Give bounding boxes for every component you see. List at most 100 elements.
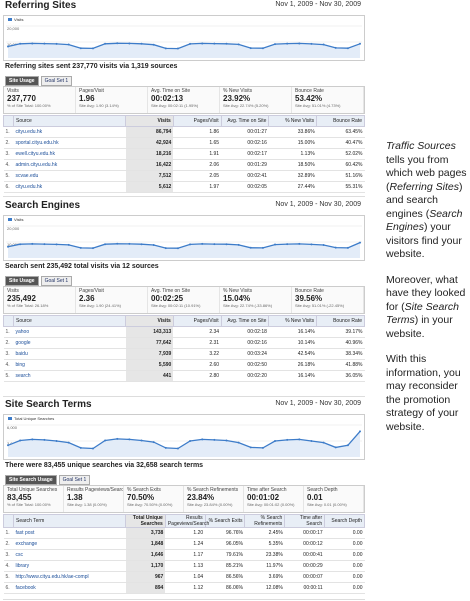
cell[interactable]: ewell.cityu.edu.hk bbox=[13, 148, 126, 160]
header-cell bbox=[3, 115, 14, 127]
cell: 1.13% bbox=[268, 148, 317, 160]
cell[interactable]: csc bbox=[13, 549, 126, 561]
cell[interactable]: cityu.edu.hk bbox=[13, 181, 126, 193]
cell: 16,422 bbox=[125, 159, 174, 171]
date-range[interactable]: Nov 1, 2009 - Nov 30, 2009 bbox=[275, 400, 361, 407]
point bbox=[140, 243, 143, 246]
cell: 86.06% bbox=[205, 582, 245, 594]
area bbox=[8, 431, 360, 457]
cell: 23.38% bbox=[244, 549, 285, 561]
cell: 16.14% bbox=[268, 326, 317, 338]
tab[interactable]: Goal Set 1 bbox=[40, 76, 73, 86]
cell: 1.91 bbox=[173, 148, 222, 160]
point bbox=[346, 47, 349, 50]
header-cell: % New Visits bbox=[268, 315, 318, 327]
header-cell: Pages/Visit bbox=[172, 115, 222, 127]
cell[interactable]: library bbox=[13, 560, 126, 572]
cell[interactable]: search bbox=[13, 370, 126, 382]
point bbox=[213, 42, 216, 45]
row-number: 4. bbox=[3, 159, 14, 171]
legend-swatch bbox=[8, 218, 12, 221]
text-run: Site Search Terms bbox=[386, 300, 459, 327]
cell: 96.76% bbox=[205, 527, 245, 539]
cell[interactable]: google bbox=[13, 337, 126, 349]
cell: 42.54% bbox=[268, 348, 317, 360]
cell[interactable]: cityu.edu.hk bbox=[13, 126, 126, 138]
point bbox=[249, 446, 252, 449]
point bbox=[91, 247, 94, 250]
cell[interactable]: facebook bbox=[13, 582, 126, 594]
cell: 3.69% bbox=[244, 571, 285, 583]
header-cell: Bounce Rate bbox=[316, 315, 365, 327]
table-row: 1. fast post 3,738 1.20 96.76% 2.45% 00:00:17 0… bbox=[3, 527, 365, 539]
cell: 79.61% bbox=[205, 549, 245, 561]
metric-label: Results Pageviews/Search bbox=[67, 487, 124, 493]
cell: 32.89% bbox=[268, 170, 317, 182]
point bbox=[7, 444, 9, 447]
tab[interactable]: Site Usage bbox=[5, 276, 39, 286]
point bbox=[91, 447, 94, 450]
tab[interactable]: Goal Set 1 bbox=[40, 276, 73, 286]
y-tick-label: 10,000 bbox=[7, 242, 20, 247]
panel-title: Site Search Terms bbox=[5, 399, 92, 410]
cell: 00:02:41 bbox=[221, 170, 269, 182]
metric-value: 39.56% bbox=[295, 294, 323, 303]
metric-value: 70.50% bbox=[127, 493, 155, 502]
point bbox=[79, 246, 82, 249]
cell[interactable]: admin.cityu.edu.hk bbox=[13, 159, 126, 171]
metric: Visits 237,770% of Site Total: 100.00% bbox=[4, 87, 76, 113]
cell: 0.00 bbox=[324, 538, 365, 550]
cell: 2.34 bbox=[173, 326, 222, 338]
cell[interactable]: yahoo bbox=[13, 326, 126, 338]
metric-note: Site Avg: 51.01% (4.73%) bbox=[295, 103, 341, 108]
cell: 00:01:27 bbox=[221, 126, 269, 138]
row-number: 5. bbox=[3, 571, 14, 583]
text-run: Moreover, what have they looked for ( bbox=[386, 273, 466, 313]
metric-label: Bounce Rate bbox=[295, 88, 324, 94]
tab[interactable]: Site Search Usage bbox=[5, 475, 57, 485]
cell: 00:00:11 bbox=[284, 582, 325, 594]
row-number: 5. bbox=[3, 170, 14, 182]
point bbox=[237, 441, 240, 444]
point bbox=[286, 438, 289, 441]
header-cell bbox=[3, 315, 14, 327]
metric: % New Visits 23.92% Site Avg: 22.74% (5.20… bbox=[220, 87, 292, 113]
point bbox=[261, 446, 264, 449]
cell[interactable]: sportal.cityu.edu.hk bbox=[13, 137, 126, 149]
cell: 1,848 bbox=[125, 538, 166, 550]
table-row: 3. baidu 7,939 3.22 00:03:24 42.54% 38.34% bbox=[3, 348, 365, 360]
cell: 52.02% bbox=[316, 148, 365, 160]
point bbox=[261, 47, 264, 50]
metric-value: 83,455 bbox=[7, 493, 32, 502]
date-range[interactable]: Nov 1, 2009 - Nov 30, 2009 bbox=[275, 1, 361, 8]
metric-note: % of Site Total: 100.00% bbox=[7, 502, 51, 507]
metric: Search Depth 0.01 Site Avg: 0.01 (0.00%) bbox=[304, 486, 364, 512]
point bbox=[189, 243, 192, 246]
metric-label: Total Unique Searches bbox=[7, 487, 58, 493]
point bbox=[7, 245, 9, 248]
metric: % Search Exits 70.50% Site Avg: 70.50% (0.… bbox=[124, 486, 184, 512]
cell[interactable]: http://www.cityu.edu.hk/ae-compl bbox=[13, 571, 126, 583]
cell[interactable]: bing bbox=[13, 359, 126, 371]
tab[interactable]: Site Usage bbox=[5, 76, 39, 86]
row-number: 2. bbox=[3, 538, 14, 550]
tab[interactable]: Goal Set 1 bbox=[58, 475, 91, 485]
table-row: 5. search 441 2.80 00:02:20 16.14% 36.05% bbox=[3, 370, 365, 382]
metric-note: Site Avg: 1.90 (3.14%) bbox=[79, 103, 119, 108]
point bbox=[164, 446, 167, 449]
point bbox=[67, 43, 70, 46]
table-row: 4. admin.cityu.edu.hk 16,422 2.06 00:01:29 18… bbox=[3, 159, 365, 171]
cell[interactable]: scvae.edu bbox=[13, 170, 126, 182]
point bbox=[176, 447, 179, 450]
point bbox=[104, 243, 107, 246]
cell[interactable]: fast post bbox=[13, 527, 126, 539]
cell: 441 bbox=[125, 370, 174, 382]
cell: 7,512 bbox=[125, 170, 174, 182]
cell[interactable]: exchange bbox=[13, 538, 126, 550]
cell[interactable]: baidu bbox=[13, 348, 126, 360]
date-range[interactable]: Nov 1, 2009 - Nov 30, 2009 bbox=[275, 201, 361, 208]
header-cell: % Search Exits bbox=[204, 514, 246, 528]
report-panel: Search Engines Nov 1, 2009 - Nov 30, 2009… bbox=[3, 200, 365, 397]
metric-label: Visits bbox=[7, 88, 19, 94]
table-row: 1. cityu.edu.hk 86,794 1.86 00:01:27 33.86% 63… bbox=[3, 126, 365, 138]
